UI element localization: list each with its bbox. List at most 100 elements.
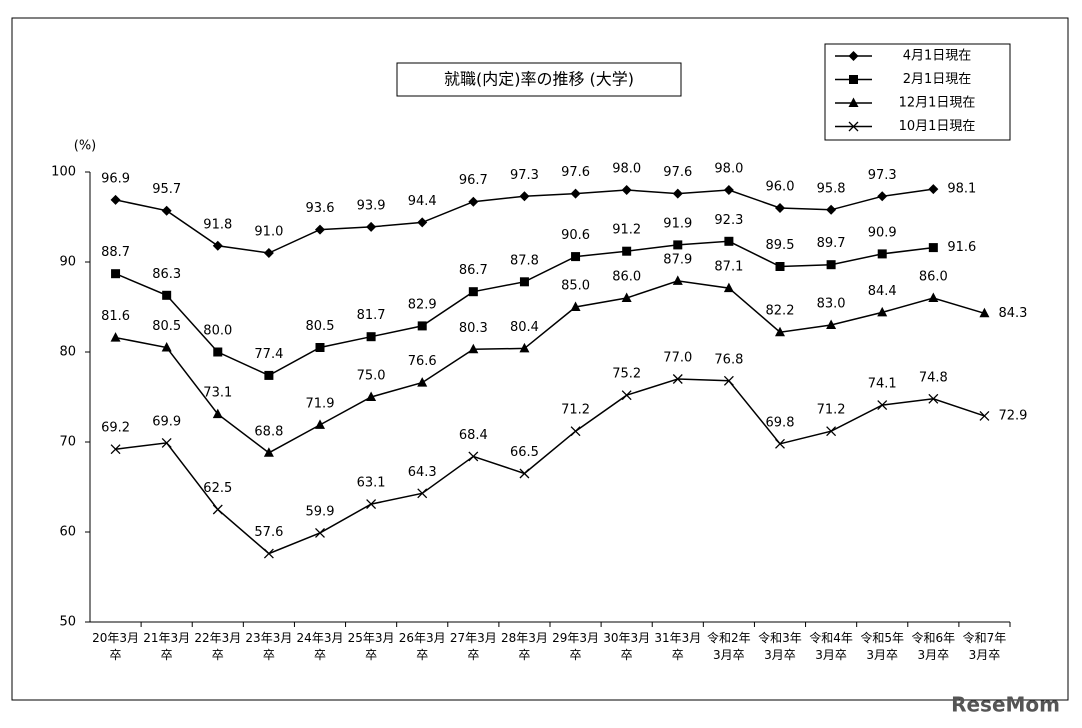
data-point bbox=[417, 321, 427, 331]
x-tick-label: 令和4年 3月卒 bbox=[809, 631, 853, 662]
data-point bbox=[468, 343, 479, 354]
data-label: 84.3 bbox=[998, 306, 1027, 321]
data-point bbox=[928, 292, 939, 302]
data-point bbox=[212, 504, 223, 515]
data-label: 57.6 bbox=[254, 525, 283, 540]
data-point bbox=[519, 277, 529, 287]
x-tick-label: 30年3月 卒 bbox=[603, 631, 651, 662]
y-unit: (%) bbox=[74, 139, 97, 154]
data-label: 80.3 bbox=[459, 321, 488, 336]
data-label: 88.7 bbox=[101, 245, 130, 260]
data-label: 64.3 bbox=[408, 465, 437, 480]
data-point bbox=[826, 204, 837, 215]
data-point bbox=[570, 426, 581, 437]
data-point bbox=[468, 196, 479, 207]
data-point bbox=[622, 246, 632, 256]
x-tick-label: 25年3月 卒 bbox=[347, 631, 395, 662]
data-point bbox=[263, 548, 274, 559]
data-label: 81.6 bbox=[101, 309, 130, 324]
data-label: 80.4 bbox=[510, 320, 539, 335]
data-label: 82.9 bbox=[408, 297, 437, 312]
chart-frame bbox=[11, 17, 1069, 701]
x-tick-label: 令和7年 3月卒 bbox=[962, 631, 1007, 662]
data-label: 74.8 bbox=[919, 370, 948, 385]
data-point bbox=[468, 451, 479, 462]
x-tick-label: 令和3年 3月卒 bbox=[758, 631, 802, 662]
data-point bbox=[877, 191, 888, 202]
legend-label: 4月1日現在 bbox=[903, 49, 972, 64]
data-point bbox=[212, 408, 223, 419]
data-label: 98.0 bbox=[714, 162, 743, 177]
data-point bbox=[366, 221, 377, 232]
data-label: 93.9 bbox=[357, 198, 386, 213]
data-label: 86.0 bbox=[919, 270, 948, 285]
data-point bbox=[928, 184, 939, 195]
data-point bbox=[263, 447, 274, 457]
data-point bbox=[213, 347, 223, 357]
data-point bbox=[161, 437, 172, 448]
legend-marker bbox=[849, 75, 858, 84]
data-point bbox=[417, 217, 428, 228]
data-label: 97.6 bbox=[561, 165, 590, 180]
data-label: 80.0 bbox=[203, 324, 232, 339]
data-label: 66.5 bbox=[510, 445, 539, 460]
data-point bbox=[366, 499, 377, 510]
data-label: 68.8 bbox=[254, 424, 283, 439]
data-point bbox=[723, 185, 734, 195]
data-point bbox=[570, 301, 581, 311]
data-point bbox=[212, 240, 223, 251]
series-line bbox=[115, 280, 985, 454]
data-label: 93.6 bbox=[306, 201, 335, 216]
data-point bbox=[775, 262, 785, 271]
data-label: 97.6 bbox=[663, 165, 692, 180]
data-label: 63.1 bbox=[357, 476, 386, 491]
data-label: 59.9 bbox=[306, 504, 335, 519]
data-point bbox=[571, 252, 581, 262]
data-label: 96.0 bbox=[766, 180, 795, 195]
data-point bbox=[621, 185, 632, 195]
data-point bbox=[672, 374, 683, 384]
data-label: 98.1 bbox=[947, 182, 976, 197]
data-label: 98.0 bbox=[612, 162, 641, 177]
data-label: 76.8 bbox=[714, 352, 743, 367]
data-point bbox=[877, 249, 887, 259]
data-point bbox=[723, 375, 734, 386]
legend-label: 12月1日現在 bbox=[899, 96, 976, 111]
data-point bbox=[315, 224, 325, 235]
legend-label: 2月1日現在 bbox=[903, 72, 972, 87]
data-label: 69.8 bbox=[766, 415, 795, 430]
data-point bbox=[110, 332, 121, 342]
data-label: 71.2 bbox=[817, 403, 846, 418]
chart-title: 就職(内定)率の推移 (大学) bbox=[444, 70, 634, 89]
data-point bbox=[826, 319, 837, 329]
data-label: 90.6 bbox=[561, 228, 590, 243]
legend-marker bbox=[848, 97, 859, 107]
data-label: 75.0 bbox=[357, 369, 386, 384]
legend-marker bbox=[848, 51, 859, 61]
data-point bbox=[264, 370, 274, 380]
y-tick-label: 50 bbox=[59, 615, 76, 630]
data-point bbox=[621, 292, 632, 302]
data-point bbox=[263, 248, 274, 258]
x-tick-label: 令和5年 3月卒 bbox=[860, 631, 905, 662]
data-point bbox=[366, 332, 376, 342]
y-tick-label: 80 bbox=[59, 345, 76, 360]
data-label: 87.8 bbox=[510, 253, 539, 268]
data-point bbox=[468, 287, 478, 297]
x-tick-label: 31年3月 卒 bbox=[654, 631, 702, 662]
data-label: 74.1 bbox=[868, 377, 897, 392]
series-line bbox=[115, 378, 985, 555]
data-point bbox=[928, 393, 939, 404]
x-tick-label: 28年3月 卒 bbox=[500, 631, 548, 662]
data-point bbox=[417, 377, 428, 387]
data-label: 87.1 bbox=[714, 260, 743, 275]
data-point bbox=[570, 188, 581, 199]
data-point bbox=[826, 260, 836, 270]
data-label: 95.7 bbox=[152, 182, 181, 197]
data-point bbox=[724, 236, 734, 246]
data-point bbox=[110, 444, 121, 455]
data-label: 62.5 bbox=[203, 481, 232, 496]
data-point bbox=[877, 400, 888, 411]
